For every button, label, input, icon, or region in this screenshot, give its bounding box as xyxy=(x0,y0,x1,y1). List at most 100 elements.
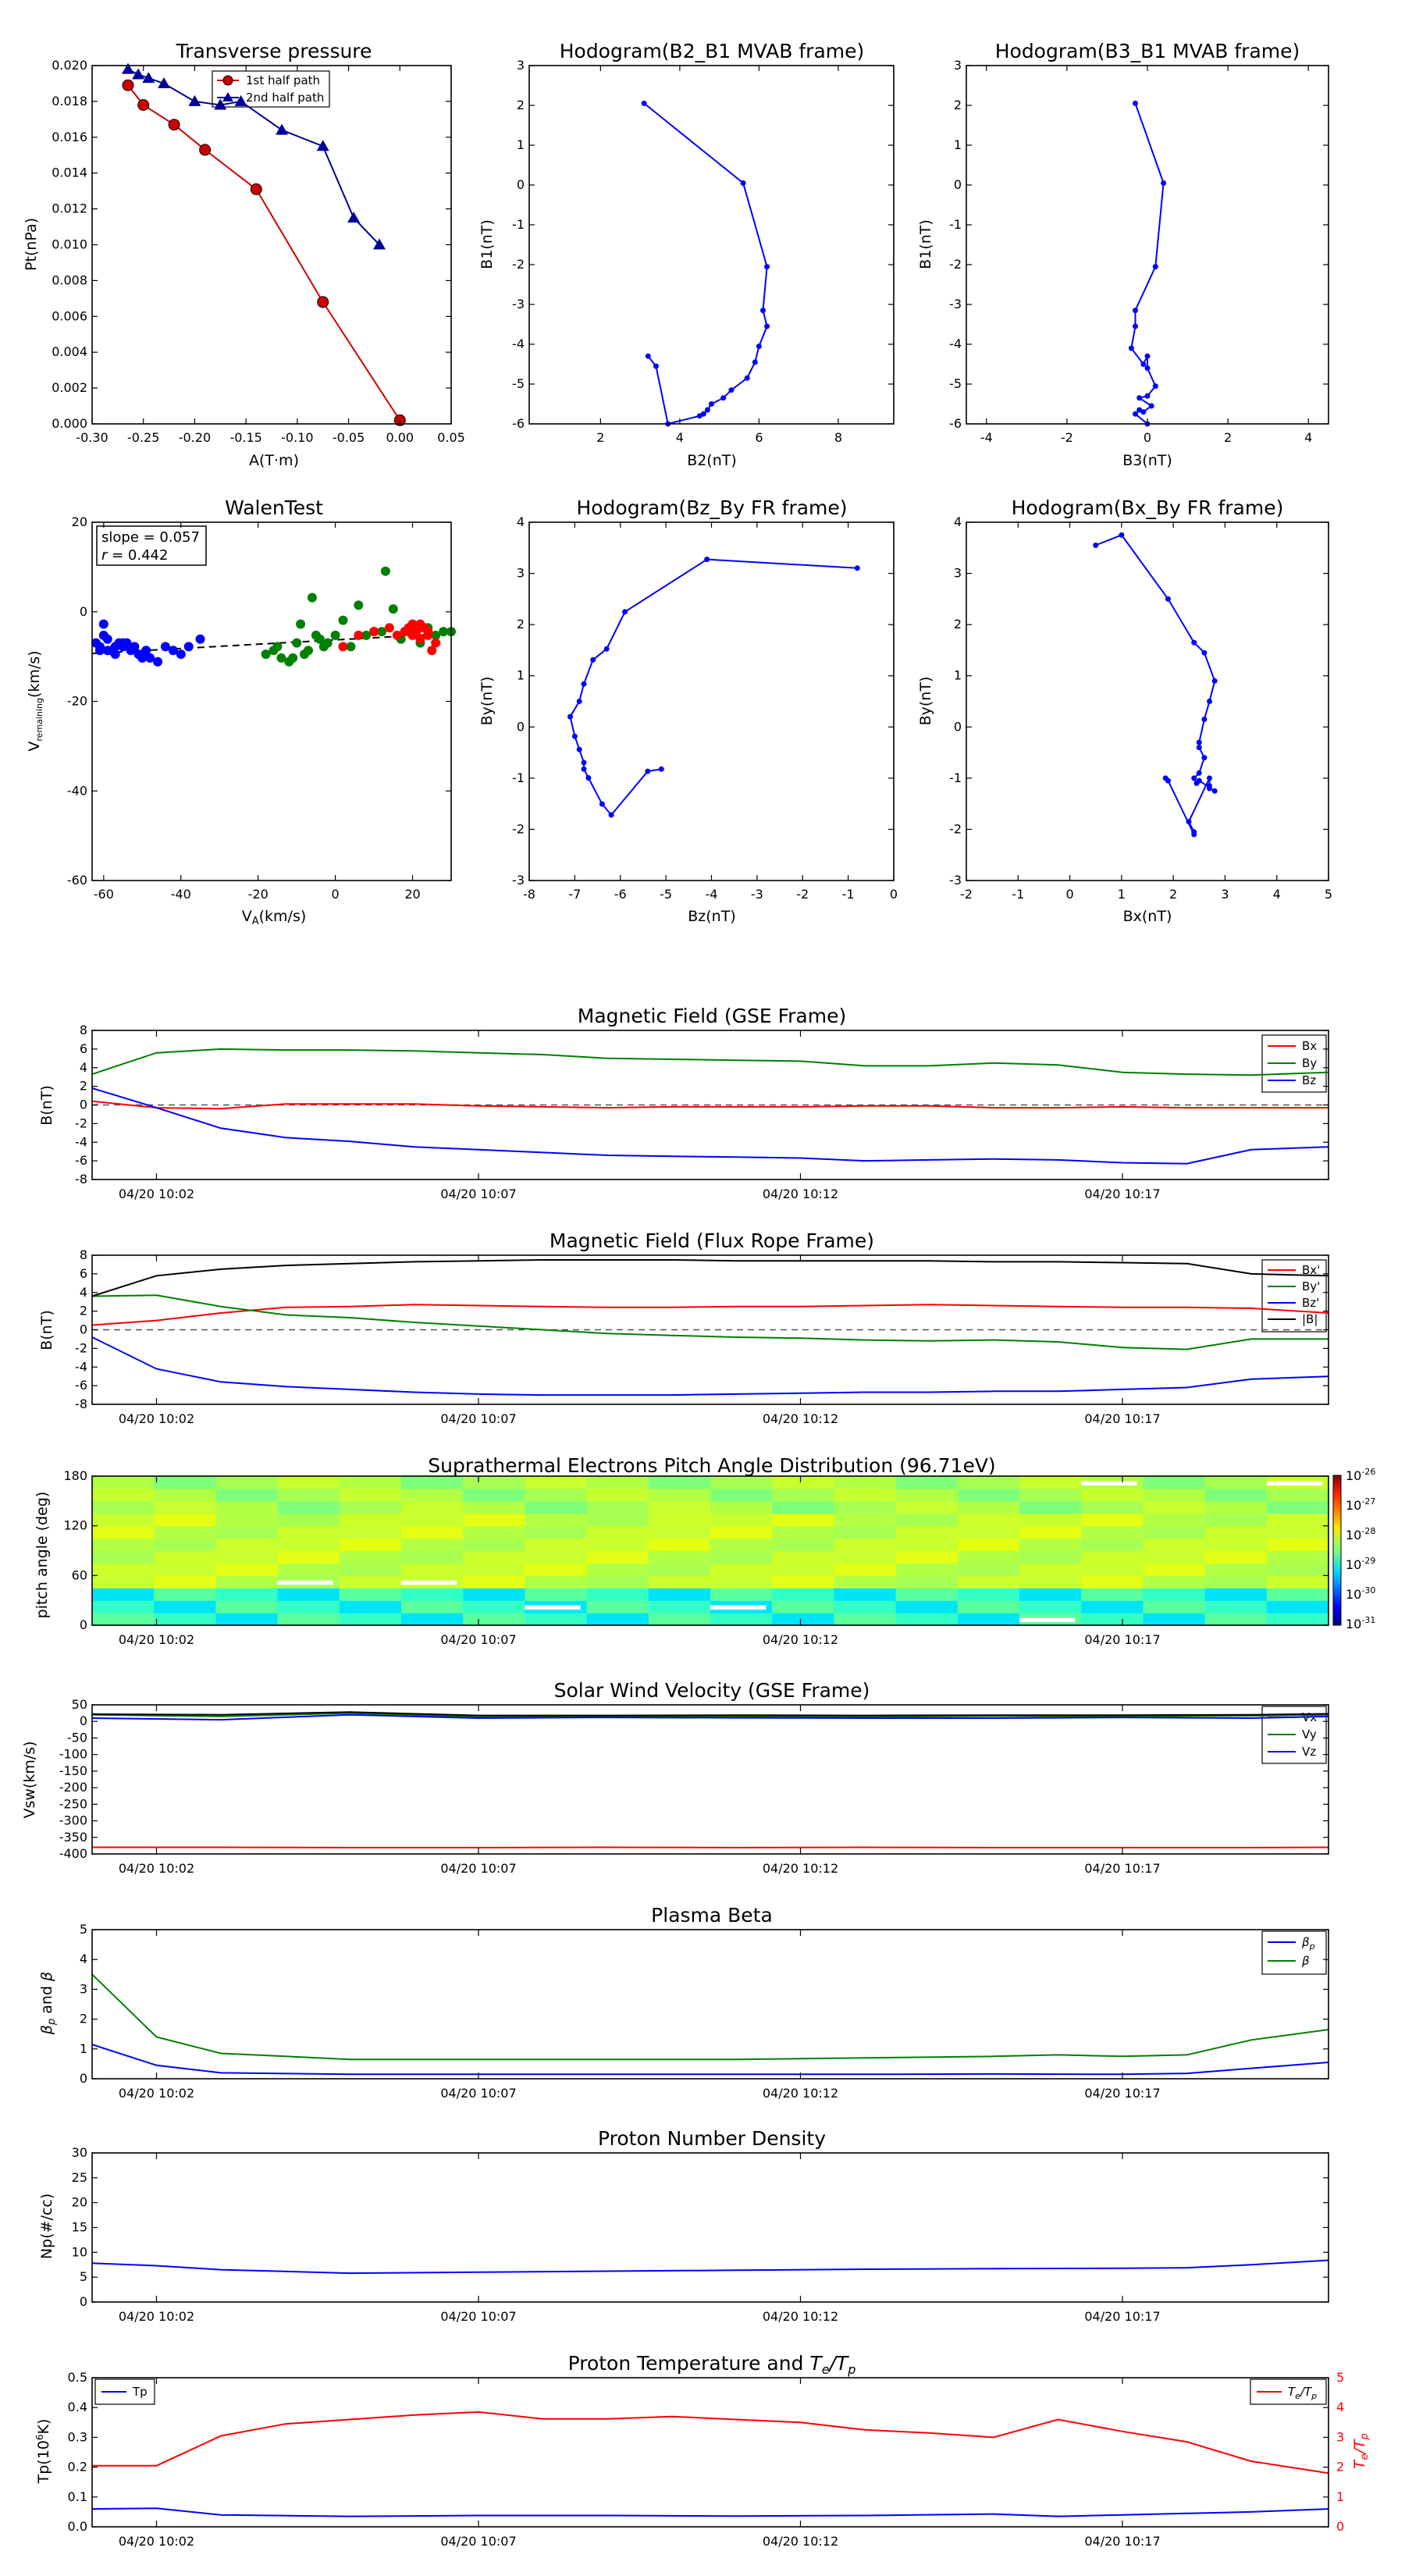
title-transverse-pressure: Transverse pressure xyxy=(176,40,372,62)
data-point xyxy=(1133,411,1138,417)
title-proton-density: Proton Number Density xyxy=(598,2127,826,2150)
pad-cell xyxy=(154,1500,216,1514)
walen-point xyxy=(439,627,449,637)
xlabel-hodogram-bx-by: Bx(nT) xyxy=(1123,908,1172,925)
pad-gap xyxy=(277,1580,333,1585)
pad-cell xyxy=(401,1550,464,1564)
pad-cell xyxy=(1204,1513,1268,1527)
ylabel-transverse-pressure: Pt(nPa) xyxy=(23,218,40,271)
y-tick-label: 0 xyxy=(80,2071,87,2086)
plot-frame-p6 xyxy=(966,521,1329,881)
pad-cell xyxy=(525,1525,588,1539)
data-point xyxy=(1186,819,1192,825)
pad-cell xyxy=(154,1575,216,1589)
legend-label-2nd-half: 2nd half path xyxy=(246,91,324,105)
pad-cell xyxy=(463,1500,525,1514)
y-tick-label: 180 xyxy=(63,1468,87,1483)
data-point xyxy=(581,760,587,766)
walen-point xyxy=(322,638,333,648)
legend-box xyxy=(1261,1930,1327,1975)
data-point xyxy=(728,387,735,393)
x-tick-label: -7 xyxy=(568,887,581,902)
pad-cell xyxy=(1019,1538,1082,1552)
y-tick-label: 0.008 xyxy=(52,272,87,287)
pad-cell xyxy=(154,1488,216,1502)
pad-cell xyxy=(834,1600,897,1614)
data-point xyxy=(1191,639,1197,646)
pad-cell xyxy=(648,1588,711,1601)
x-tick-label: -0.25 xyxy=(127,430,159,445)
pad-gap xyxy=(1019,1617,1076,1623)
pad-cell xyxy=(92,1550,155,1564)
pad-cell xyxy=(525,1538,588,1552)
walen-point xyxy=(354,630,364,640)
ylabel-solar-wind-velocity: Vsw(km/s) xyxy=(21,1741,38,1818)
pad-cell xyxy=(154,1563,216,1576)
pad-cell xyxy=(215,1563,279,1576)
x-tick-label: 04/20 10:07 xyxy=(440,1861,516,1876)
xlabel-transverse-pressure: A(T·m) xyxy=(249,452,299,469)
x-tick-label: 0 xyxy=(1065,887,1073,902)
pad-cell xyxy=(215,1575,279,1589)
walen-point xyxy=(423,630,433,640)
pad-cell xyxy=(772,1488,834,1502)
data-point xyxy=(658,766,664,772)
pad-cell xyxy=(1204,1488,1268,1502)
pad-cell xyxy=(401,1588,464,1601)
pad-cell xyxy=(586,1525,649,1539)
walen-point xyxy=(272,642,283,652)
x-tick-label: -8 xyxy=(523,887,535,902)
data-point xyxy=(199,144,212,156)
pad-cell xyxy=(1266,1563,1329,1576)
y-tick-label: -2 xyxy=(75,1340,87,1355)
title-proton-temperature: Proton Temperature and Te/Tp xyxy=(568,2352,856,2377)
pad-cell xyxy=(834,1525,897,1539)
legend-label-te-tp: Te/Tp xyxy=(1288,2385,1317,2401)
pad-cell xyxy=(1204,1538,1268,1552)
plot-frame-ts4 xyxy=(91,1929,1329,2080)
ylabel-pitch-angle: pitch angle (deg) xyxy=(34,1492,51,1619)
xlabel-hodogram-b2-b1: B2(nT) xyxy=(687,452,737,469)
pad-cell xyxy=(648,1563,711,1576)
legend-label-bx: Bx xyxy=(1302,1039,1317,1053)
pad-cell xyxy=(834,1550,897,1564)
y-tick-label: 4 xyxy=(80,1952,87,1966)
x-tick-label: 3 xyxy=(1221,887,1229,902)
series-line-ts6-1 xyxy=(92,2411,1329,2475)
y-tick-label: -2 xyxy=(75,1115,87,1130)
walen-point xyxy=(380,566,390,576)
x-tick-label: -40 xyxy=(171,887,191,902)
walen-point xyxy=(288,653,298,663)
pad-cell xyxy=(154,1538,216,1552)
data-point xyxy=(760,308,766,314)
data-point xyxy=(576,699,582,704)
x-tick-label: 04/20 10:02 xyxy=(119,1187,194,1201)
y-tick-label: 0.4 xyxy=(68,2400,87,2414)
pad-cell xyxy=(772,1613,834,1626)
pad-cell xyxy=(339,1588,402,1601)
y-tick-label: 0.010 xyxy=(52,237,87,252)
legend-label-by: By xyxy=(1302,1056,1317,1070)
pad-cell xyxy=(648,1575,711,1589)
x-tick-label: 2 xyxy=(1169,887,1177,902)
data-point xyxy=(1128,345,1134,351)
y-tick-label: -2 xyxy=(949,257,962,272)
pad-cell xyxy=(339,1550,402,1564)
pad-cell xyxy=(277,1588,340,1601)
y-tick-label: -300 xyxy=(59,1813,87,1828)
pad-cell xyxy=(339,1575,402,1589)
data-point xyxy=(1144,365,1151,372)
pad-cell xyxy=(648,1513,711,1527)
data-point xyxy=(1133,323,1138,329)
y-tick-label: -6 xyxy=(949,416,962,431)
data-point xyxy=(188,94,201,106)
series-line-ts1-2 xyxy=(91,1087,1329,1165)
y-tick-label: -8 xyxy=(75,1172,87,1187)
data-point xyxy=(752,359,758,365)
walen-point xyxy=(315,634,325,644)
y-tick-label: -8 xyxy=(75,1397,87,1411)
pad-cell xyxy=(339,1513,402,1527)
ylabel-walen-test: Vremaining(km/s) xyxy=(26,650,44,751)
pad-cell xyxy=(648,1600,711,1614)
y2-tick-label: 2 xyxy=(1336,2460,1344,2475)
